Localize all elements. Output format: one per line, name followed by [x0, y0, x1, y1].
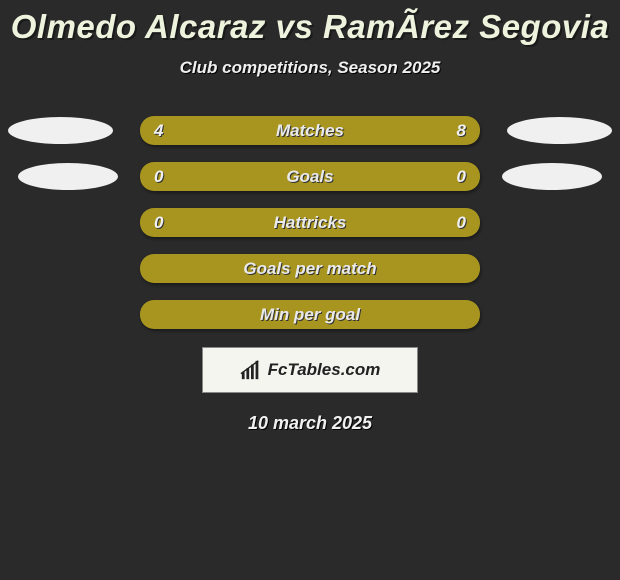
- stat-label: Goals: [286, 167, 333, 187]
- player-left-oval: [8, 117, 113, 144]
- stat-value-left: 0: [154, 167, 163, 187]
- page-title: Olmedo Alcaraz vs RamÃ­rez Segovia: [0, 8, 620, 46]
- stat-value-right: 8: [457, 121, 466, 141]
- player-right-oval: [502, 163, 602, 190]
- stat-label: Hattricks: [274, 213, 347, 233]
- stat-label: Goals per match: [243, 259, 376, 279]
- stat-row-goals: 0 Goals 0: [0, 162, 620, 191]
- source-logo: FcTables.com: [202, 347, 418, 393]
- stat-value-right: 0: [457, 167, 466, 187]
- bar-chart-icon: [240, 359, 262, 381]
- stat-bar: 0 Goals 0: [140, 162, 480, 191]
- logo-text: FcTables.com: [268, 360, 381, 380]
- stat-bar: 0 Hattricks 0: [140, 208, 480, 237]
- stat-bar: 4 Matches 8: [140, 116, 480, 145]
- stat-rows: 4 Matches 8 0 Goals 0 0 Hattricks 0: [0, 116, 620, 329]
- stat-value-right: 0: [457, 213, 466, 233]
- stat-row-hattricks: 0 Hattricks 0: [0, 208, 620, 237]
- stat-value-left: 0: [154, 213, 163, 233]
- stat-row-matches: 4 Matches 8: [0, 116, 620, 145]
- player-right-oval: [507, 117, 612, 144]
- stat-label: Matches: [276, 121, 344, 141]
- date-line: 10 march 2025: [0, 413, 620, 434]
- stat-bar: Goals per match: [140, 254, 480, 283]
- stat-bar: Min per goal: [140, 300, 480, 329]
- subtitle: Club competitions, Season 2025: [0, 58, 620, 78]
- player-left-oval: [18, 163, 118, 190]
- stat-value-left: 4: [154, 121, 163, 141]
- stat-row-min-per-goal: Min per goal: [0, 300, 620, 329]
- stat-row-goals-per-match: Goals per match: [0, 254, 620, 283]
- comparison-infographic: Olmedo Alcaraz vs RamÃ­rez Segovia Club …: [0, 0, 620, 434]
- stat-label: Min per goal: [260, 305, 360, 325]
